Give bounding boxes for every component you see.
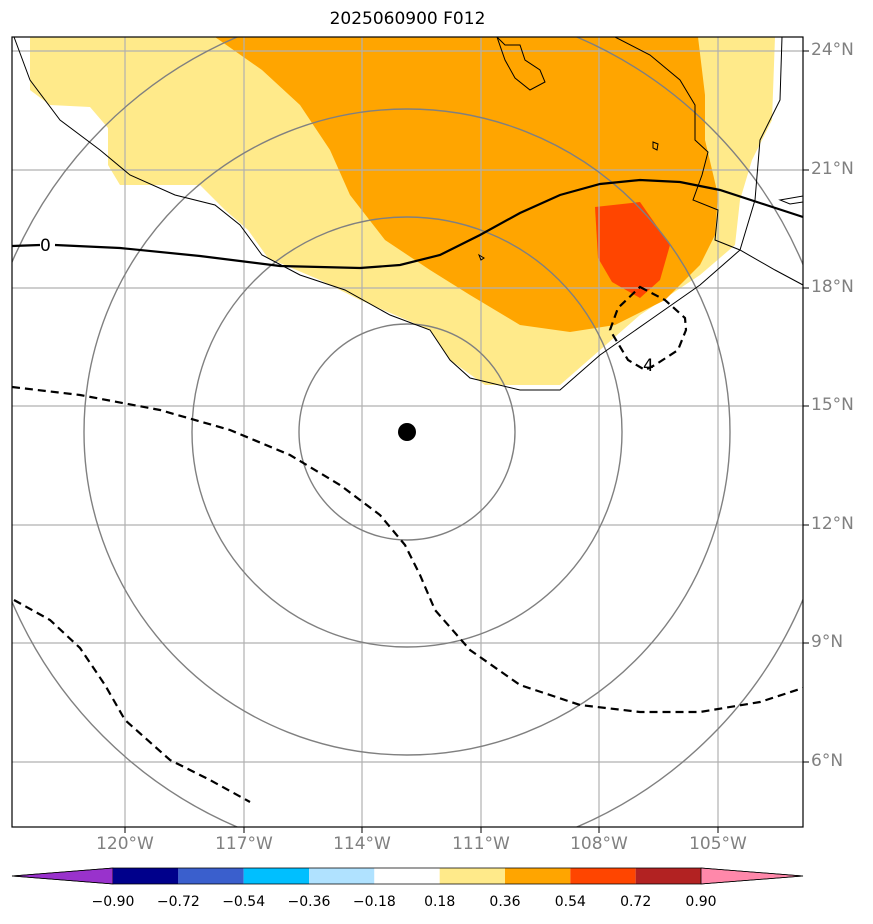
colorbar-tick-label: 0.54	[554, 894, 586, 910]
lon-label-117w: 117°W	[215, 834, 273, 854]
lon-label-114w: 114°W	[333, 834, 391, 854]
colorbar-segment	[505, 868, 571, 884]
plot-frame	[11, 36, 804, 828]
dashed-contours	[12, 285, 803, 803]
colorbar-segment	[309, 868, 375, 884]
colorbar-segment	[113, 868, 179, 884]
colorbar-tick-label: −0.54	[222, 894, 266, 910]
lon-label-120w: 120°W	[96, 834, 154, 854]
contour-label-4: 4	[643, 356, 654, 376]
lat-label-21n: 21°N	[811, 159, 854, 179]
lat-label-18n: 18°N	[811, 277, 854, 297]
colorbar-extend-high	[700, 867, 804, 885]
lon-label-111w: 111°W	[452, 834, 510, 854]
colorbar	[11, 867, 804, 885]
lat-label-9n: 9°N	[811, 632, 844, 652]
map-plot: 0 4	[11, 36, 809, 833]
lat-label-24n: 24°N	[811, 40, 854, 60]
colorbar-outline	[11, 867, 804, 885]
colorbar-tick-label: 0.18	[424, 894, 456, 910]
colorbar-extend-low	[11, 867, 114, 885]
storm-center-marker	[398, 423, 416, 441]
colorbar-segment	[178, 868, 244, 884]
colorbar-segment	[243, 868, 309, 884]
colorbar-tick-label: −0.36	[287, 894, 331, 910]
colorbar-segment	[374, 868, 440, 884]
lon-label-108w: 108°W	[570, 834, 628, 854]
lon-label-105w: 105°W	[689, 834, 747, 854]
colorbar-segment	[570, 868, 636, 884]
colorbar-tick-label: −0.90	[91, 894, 135, 910]
chart-title: 2025060900 F012	[329, 9, 486, 29]
shade-orange	[215, 37, 718, 332]
lat-label-6n: 6°N	[811, 751, 844, 771]
colorbar-tick-label: 0.90	[685, 894, 717, 910]
lat-label-12n: 12°N	[811, 514, 854, 534]
lat-label-15n: 15°N	[811, 395, 854, 415]
colorbar-tick-label: 0.36	[489, 894, 521, 910]
range-rings	[12, 37, 803, 827]
contour-0	[12, 178, 803, 270]
colorbar-tick-label: −0.18	[352, 894, 396, 910]
lat-lon-grid	[12, 37, 803, 827]
coastline	[13, 37, 803, 391]
colorbar-segment	[439, 868, 505, 884]
colorbar-segment	[635, 868, 701, 884]
axis-ticks	[124, 50, 809, 833]
shade-red	[595, 202, 670, 298]
contour-label-0: 0	[40, 236, 51, 256]
colorbar-tick-label: −0.72	[156, 894, 200, 910]
colorbar-tick-label: 0.72	[620, 894, 652, 910]
